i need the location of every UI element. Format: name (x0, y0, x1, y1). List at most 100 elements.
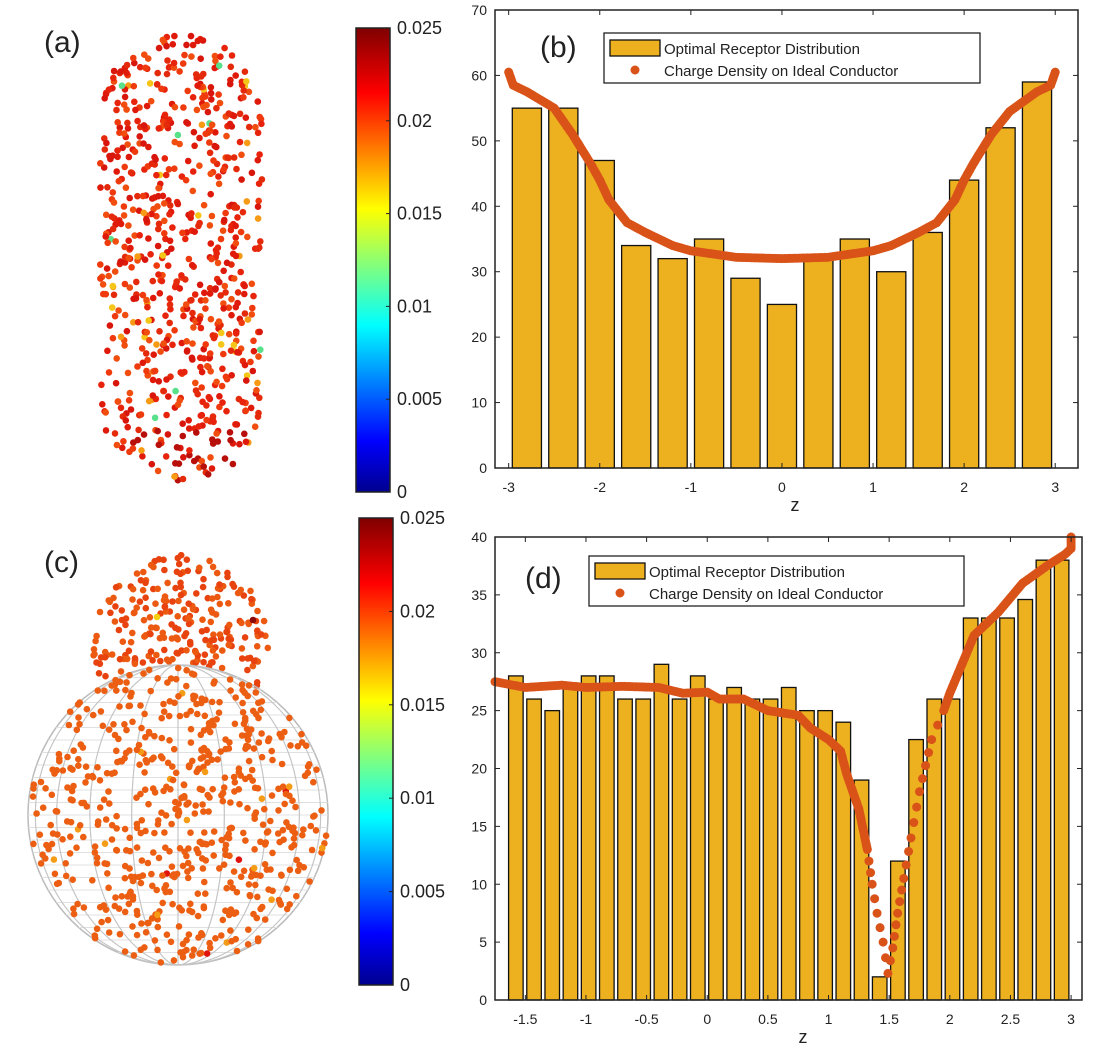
receptor-point (202, 297, 209, 304)
receptor-point (121, 243, 128, 251)
receptor-point (101, 687, 108, 695)
receptor-point (151, 789, 159, 796)
receptor-point (202, 890, 209, 897)
receptor-point (212, 57, 219, 65)
receptor-point (239, 398, 246, 406)
legend-label-bars: Optimal Receptor Distribution (649, 564, 845, 581)
receptor-point (227, 347, 235, 355)
receptor-point (175, 693, 182, 700)
receptor-point (138, 345, 146, 352)
receptor-point (68, 787, 76, 795)
receptor-point (231, 779, 239, 786)
receptor-point (111, 430, 119, 437)
receptor-point (93, 859, 101, 867)
receptor-point (219, 647, 226, 654)
receptor-point (206, 284, 214, 292)
receptor-point (113, 812, 120, 820)
legend-box (588, 555, 965, 607)
receptor-point (48, 791, 56, 799)
receptor-point (306, 878, 313, 885)
receptor-point (278, 872, 285, 879)
receptor-point (179, 953, 187, 961)
receptor-point (101, 648, 109, 656)
receptor-point (154, 242, 162, 250)
receptor-point (244, 655, 252, 662)
receptor-point (138, 817, 146, 824)
receptor-point (187, 32, 195, 40)
receptor-point (129, 893, 137, 900)
charge-density-point (872, 908, 882, 918)
receptor-point (123, 106, 130, 113)
receptor-point (150, 351, 157, 359)
receptor-point (218, 329, 225, 337)
receptor-point (218, 382, 226, 390)
receptor-point (129, 596, 136, 603)
receptor-point (187, 707, 194, 715)
receptor-point (59, 767, 67, 774)
receptor-point (162, 453, 170, 460)
receptor-point (192, 802, 199, 809)
receptor-point (293, 856, 301, 864)
receptor-point (238, 645, 246, 652)
colorbar-tick-label: 0.025 (400, 508, 445, 528)
receptor-point (244, 233, 251, 241)
receptor-point (122, 686, 129, 694)
receptor-point (255, 197, 262, 205)
receptor-point (110, 74, 117, 82)
receptor-point (169, 341, 176, 349)
receptor-point (121, 908, 129, 916)
receptor-point (204, 471, 212, 478)
receptor-point (212, 129, 219, 136)
receptor-point (166, 698, 174, 705)
receptor-point (42, 785, 49, 792)
receptor-point (161, 646, 168, 654)
receptor-point (188, 261, 196, 269)
receptor-point (67, 764, 74, 772)
receptor-point (196, 315, 203, 323)
receptor-point (239, 686, 246, 694)
receptor-point (198, 368, 206, 376)
receptor-point (261, 861, 269, 868)
receptor-point (207, 618, 215, 626)
receptor-point (234, 349, 241, 356)
bar (730, 277, 761, 469)
receptor-point (166, 848, 173, 855)
bar (1021, 81, 1053, 469)
receptor-point (172, 460, 179, 467)
receptor-point (173, 278, 180, 285)
receptor-point (201, 878, 208, 886)
receptor-point (217, 235, 225, 243)
receptor-point (183, 682, 190, 690)
receptor-point (228, 372, 235, 379)
receptor-point (230, 275, 238, 282)
receptor-point (166, 888, 174, 896)
colorbar-tick-label: 0.025 (397, 18, 442, 38)
receptor-point (235, 769, 243, 776)
receptor-point (140, 616, 148, 624)
receptor-point (194, 37, 202, 45)
receptor-point (183, 801, 190, 808)
receptor-point (188, 296, 195, 304)
receptor-point (186, 447, 193, 454)
receptor-point (223, 628, 230, 636)
receptor-point (107, 155, 114, 163)
receptor-point (191, 228, 198, 235)
receptor-point (156, 290, 164, 297)
charge-density-point (921, 761, 931, 771)
panel-c: (c) 0 0.005 0.01 0.015 0.02 0.025 (27, 508, 445, 995)
receptor-point (129, 585, 137, 593)
receptor-point (136, 133, 143, 140)
receptor-point (127, 169, 135, 176)
receptor-point (122, 621, 129, 629)
receptor-point (294, 743, 302, 750)
receptor-point (300, 826, 307, 833)
receptor-point (198, 73, 205, 80)
receptor-point (241, 361, 249, 369)
receptor-point (218, 836, 225, 844)
y-tick-label: 15 (471, 818, 487, 834)
receptor-point (130, 54, 137, 62)
receptor-point (165, 116, 173, 123)
receptor-point (254, 607, 261, 615)
receptor-point (115, 177, 123, 185)
receptor-point (102, 816, 110, 823)
